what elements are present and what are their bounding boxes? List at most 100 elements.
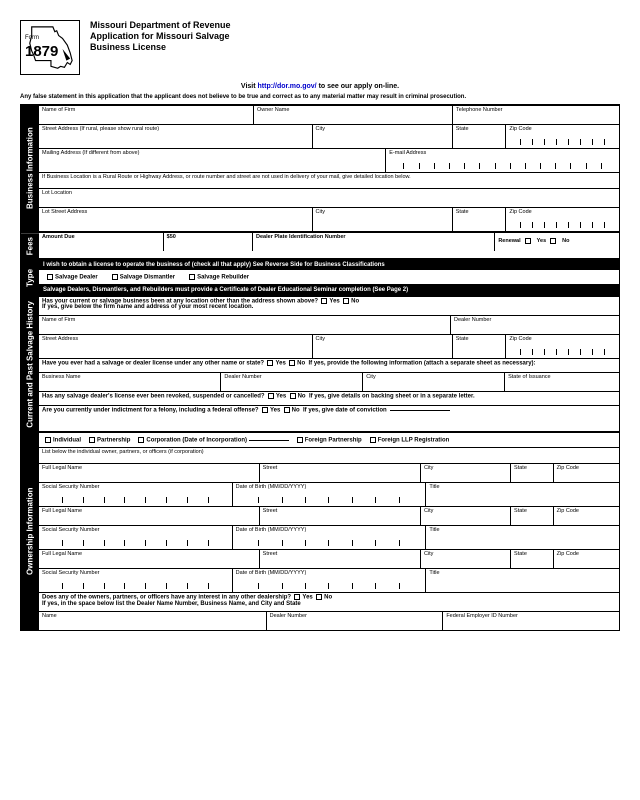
hist-firm-label: Name of Firm xyxy=(42,317,447,323)
warning-note: Any false statement in this application … xyxy=(20,94,620,100)
q2-no-checkbox[interactable] xyxy=(289,360,295,366)
salvage-dealer-checkbox[interactable] xyxy=(47,274,53,280)
owner-zip-label-3: Zip Code xyxy=(557,551,616,557)
tab-type: Type xyxy=(21,260,39,295)
form-logo: Form 1879 xyxy=(20,20,80,75)
history-q4after: If yes, give date of conviction xyxy=(303,407,387,413)
lot-city-label: City xyxy=(316,209,449,215)
yes-label: Yes xyxy=(329,298,339,304)
hist-dealer-num-label: Dealer Number xyxy=(454,317,616,323)
foreign-llp-checkbox[interactable] xyxy=(370,437,376,443)
yes-label: Yes xyxy=(276,393,286,399)
conviction-date-field[interactable] xyxy=(390,410,450,411)
no-label: No xyxy=(298,393,306,399)
visit-pre: Visit xyxy=(241,83,258,90)
city-label: City xyxy=(316,126,449,132)
no-label: No xyxy=(562,238,569,244)
owner-q1sub: If yes, in the space below list the Deal… xyxy=(42,601,301,607)
hist-state-issuance-label: State of Issuance xyxy=(508,374,616,380)
history-q3: Has any salvage dealer's license ever be… xyxy=(42,393,265,399)
q4-yes-checkbox[interactable] xyxy=(262,407,268,413)
q3-no-checkbox[interactable] xyxy=(290,393,296,399)
street-address-label: Street Address (If rural, please show ru… xyxy=(42,126,309,132)
legal-name-label-2: Full Legal Name xyxy=(42,508,256,514)
no-label: No xyxy=(351,298,359,304)
owner-name-label: Owner Name xyxy=(257,107,449,113)
partnership-label: Partnership xyxy=(97,437,130,443)
history-q2: Have you ever had a salvage or dealer li… xyxy=(42,360,264,366)
renewal-label: Renewal xyxy=(498,238,520,244)
form-number: 1879 xyxy=(25,43,58,60)
owner-city-label: City xyxy=(424,465,507,471)
foreign-partnership-checkbox[interactable] xyxy=(297,437,303,443)
section-business: Business Information Name of Firm Owner … xyxy=(20,104,620,232)
history-q2after: If yes, provide the following informatio… xyxy=(308,360,535,366)
lot-street-label: Lot Street Address xyxy=(42,209,309,215)
salvage-dismantler-label: Salvage Dismantler xyxy=(120,275,175,281)
hist-street-label: Street Address xyxy=(42,336,309,342)
no-label: No xyxy=(292,407,300,413)
incorp-date-field[interactable] xyxy=(249,440,289,441)
ssn-label-3: Social Security Number xyxy=(42,570,229,576)
amount-due-label: Amount Due xyxy=(42,234,160,240)
lot-location-label: Lot Location xyxy=(42,190,616,196)
hist-zip-label: Zip Code xyxy=(509,336,616,342)
owners-list-label: List below the individual owner, partner… xyxy=(42,449,616,455)
salvage-dismantler-checkbox[interactable] xyxy=(112,274,118,280)
yes-label: Yes xyxy=(275,360,285,366)
hist-biz-name-label: Business Name xyxy=(42,374,217,380)
title-label-2: Title xyxy=(429,527,616,533)
section-type: Type I wish to obtain a license to opera… xyxy=(20,258,620,296)
fein-label: Federal Employer ID Number xyxy=(446,613,616,619)
header-line1: Missouri Department of Revenue xyxy=(90,20,620,31)
legal-name-label-3: Full Legal Name xyxy=(42,551,256,557)
owner-name-last-label: Name xyxy=(42,613,263,619)
salvage-rebuilder-checkbox[interactable] xyxy=(189,274,195,280)
firm-name-label: Name of Firm xyxy=(42,107,250,113)
no-label: No xyxy=(297,360,305,366)
hist-dealer-num2-label: Dealer Number xyxy=(224,374,359,380)
q1-yes-checkbox[interactable] xyxy=(321,298,327,304)
type-heading: I wish to obtain a license to operate th… xyxy=(39,260,619,270)
visit-link[interactable]: http://dor.mo.gov/ xyxy=(258,83,317,90)
lot-state-label: State xyxy=(456,209,503,215)
owner-q1-yes-checkbox[interactable] xyxy=(294,594,300,600)
owner-state-label-2: State xyxy=(514,508,550,514)
owner-city-label-2: City xyxy=(424,508,507,514)
q1-no-checkbox[interactable] xyxy=(343,298,349,304)
email-label: E-mail Address xyxy=(389,150,616,156)
header-line2: Application for Missouri Salvage xyxy=(90,31,620,42)
owner-state-label: State xyxy=(514,465,550,471)
owner-street-label-2: Street xyxy=(263,508,417,514)
rural-note: If Business Location is a Rural Route or… xyxy=(42,174,616,180)
state-label: State xyxy=(456,126,503,132)
title-label-3: Title xyxy=(429,570,616,576)
renewal-no-checkbox[interactable] xyxy=(550,238,556,244)
q3-yes-checkbox[interactable] xyxy=(268,393,274,399)
visit-post: to see our apply on-line. xyxy=(317,83,399,90)
individual-label: Individual xyxy=(53,437,81,443)
telephone-label: Telephone Number xyxy=(456,107,616,113)
renewal-yes-checkbox[interactable] xyxy=(525,238,531,244)
hist-city-label: City xyxy=(316,336,449,342)
owner-q1-no-checkbox[interactable] xyxy=(316,594,322,600)
corporation-checkbox[interactable] xyxy=(138,437,144,443)
q2-yes-checkbox[interactable] xyxy=(267,360,273,366)
salvage-dealer-label: Salvage Dealer xyxy=(55,275,98,281)
individual-checkbox[interactable] xyxy=(45,437,51,443)
hist-state-label: State xyxy=(456,336,503,342)
tab-business: Business Information xyxy=(21,106,39,231)
zip-label: Zip Code xyxy=(509,126,616,132)
tab-fees: Fees xyxy=(21,233,39,259)
no-label: No xyxy=(324,595,332,601)
tab-history: Current and Past Salvage History xyxy=(21,297,39,432)
dob-label: Date of Birth (MM/DD/YYYY) xyxy=(236,484,423,490)
owner-street-label-3: Street xyxy=(263,551,417,557)
history-q4: Are you currently under indictment for a… xyxy=(42,407,259,413)
section-history: Current and Past Salvage History Has you… xyxy=(20,295,620,433)
q4-no-checkbox[interactable] xyxy=(284,407,290,413)
partnership-checkbox[interactable] xyxy=(89,437,95,443)
type-note: Salvage Dealers, Dismantlers, and Rebuil… xyxy=(39,285,619,295)
owner-city-label-3: City xyxy=(424,551,507,557)
yes-label: Yes xyxy=(270,407,280,413)
